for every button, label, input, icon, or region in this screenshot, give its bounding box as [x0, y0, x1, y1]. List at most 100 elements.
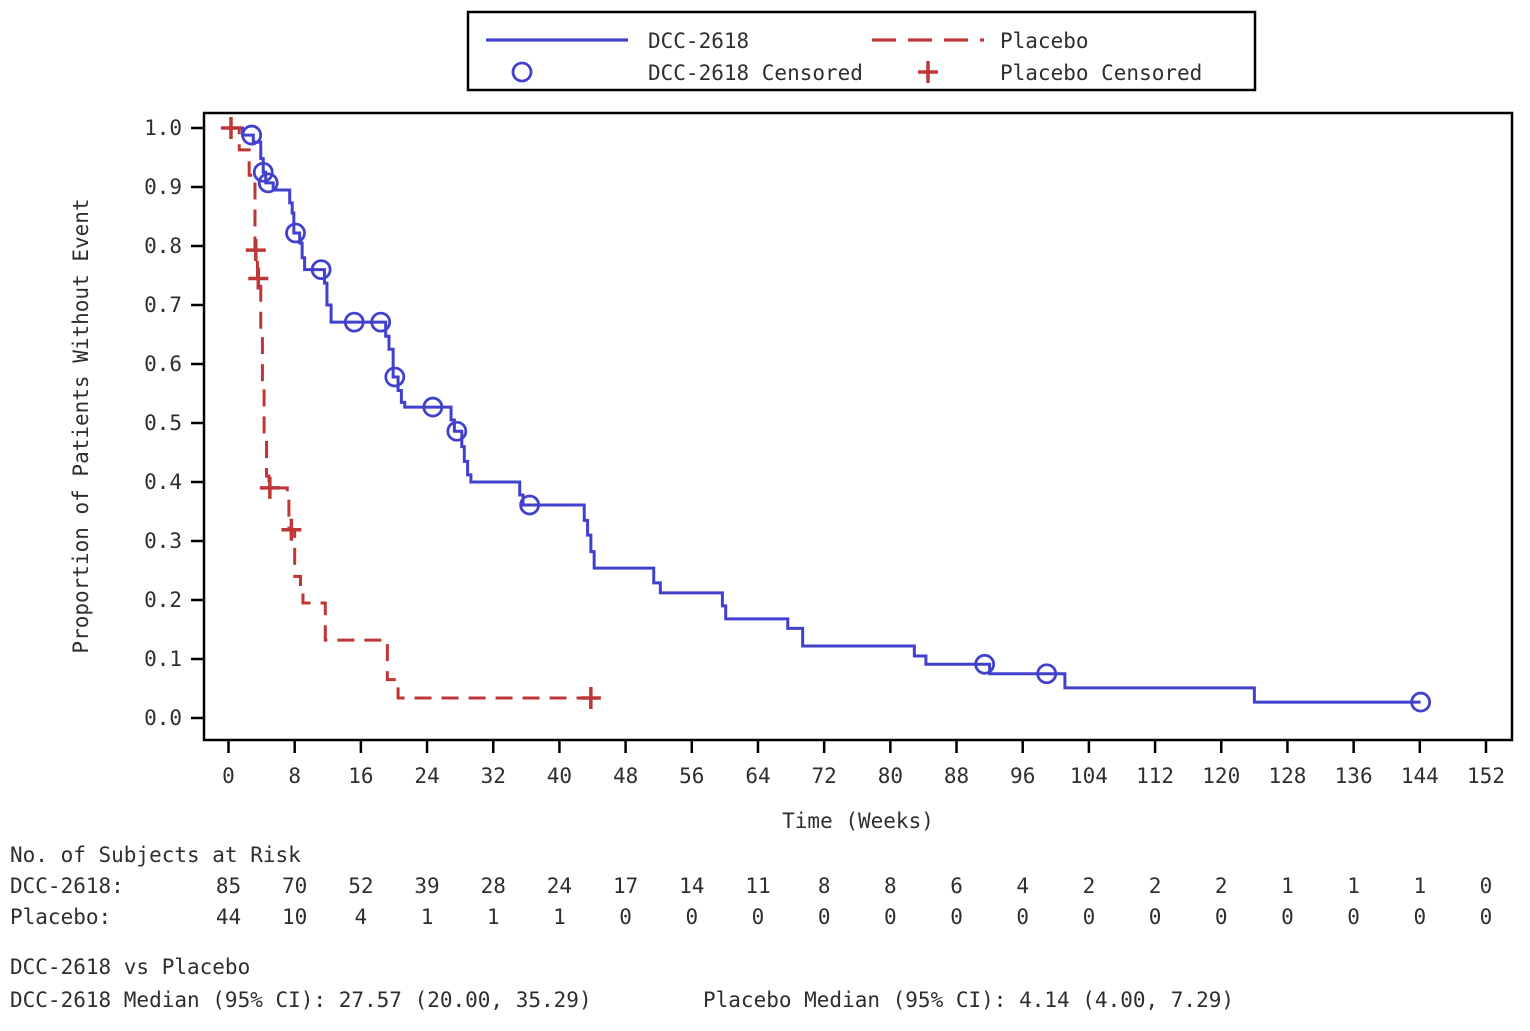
- risk-value: 0: [1413, 905, 1426, 929]
- x-tick-label: 80: [878, 764, 903, 788]
- censor-circle-dcc-2618: [343, 311, 365, 333]
- risk-value: 0: [1480, 905, 1493, 929]
- censor-circle-dcc-2618: [1036, 663, 1058, 685]
- risk-value: 2: [1083, 874, 1096, 898]
- risk-value: 28: [481, 874, 506, 898]
- risk-value: 0: [685, 905, 698, 929]
- censor-circle-dcc-2618: [446, 420, 468, 442]
- censor-circle-dcc-2618: [519, 494, 541, 516]
- risk-value: 8: [818, 874, 831, 898]
- plot-frame: [202, 111, 1514, 742]
- risk-row-label-dcc2618: DCC-2618:: [10, 874, 124, 898]
- censor-plus-placebo: [259, 476, 280, 499]
- legend-label-dcc2618-censored: DCC-2618 Censored: [648, 61, 863, 85]
- censor-circle-dcc-2618: [384, 366, 406, 388]
- x-tick-label: 16: [348, 764, 373, 788]
- x-axis-ticks: 0 8 16 24 32 40 48 56 64 72 80 88 96 104 112 120 128 136 1…: [222, 740, 1505, 788]
- risk-value: 44: [216, 905, 241, 929]
- y-tick-label: 0.0: [144, 706, 182, 730]
- risk-table-values: 85 70 52 39 28 24 17 14 11 8 8 6 4 2 2 2 1 1 1 044 10 4 1 1 1 0 0 0…: [216, 874, 1492, 929]
- risk-value: 6: [950, 874, 963, 898]
- y-tick-label: 0.7: [144, 293, 182, 317]
- x-tick-label: 40: [547, 764, 572, 788]
- risk-value: 0: [950, 905, 963, 929]
- survival-curves: [228, 126, 1421, 704]
- median-stat-placebo: Placebo Median (95% CI): 4.14 (4.00, 7.2…: [703, 988, 1234, 1012]
- risk-value: 10: [282, 905, 307, 929]
- censor-circle-dcc-2618: [257, 172, 279, 194]
- x-tick-label: 136: [1335, 764, 1373, 788]
- risk-value: 24: [547, 874, 572, 898]
- y-tick-label: 1.0: [144, 116, 182, 140]
- risk-value: 52: [348, 874, 373, 898]
- x-axis-title: Time (Weeks): [782, 809, 934, 833]
- risk-value: 0: [1347, 905, 1360, 929]
- risk-value: 1: [1413, 874, 1426, 898]
- censor-circle-dcc-2618: [252, 161, 274, 183]
- legend-label-placebo: Placebo: [1000, 29, 1089, 53]
- censor-marks: [220, 117, 1432, 713]
- x-tick-label: 96: [1010, 764, 1035, 788]
- risk-value: 0: [752, 905, 765, 929]
- y-tick-label: 0.3: [144, 529, 182, 553]
- risk-table-title: No. of Subjects at Risk: [10, 843, 301, 867]
- risk-value: 11: [745, 874, 770, 898]
- risk-value: 0: [1480, 874, 1493, 898]
- risk-value: 8: [884, 874, 897, 898]
- censor-plus-placebo: [580, 686, 601, 709]
- legend-censored-circle-icon: [511, 61, 533, 83]
- x-tick-label: 0: [222, 764, 235, 788]
- comparison-title: DCC-2618 vs Placebo: [10, 955, 250, 979]
- x-tick-label: 104: [1070, 764, 1108, 788]
- x-tick-label: 112: [1136, 764, 1174, 788]
- risk-value: 0: [884, 905, 897, 929]
- censor-circle-dcc-2618: [974, 653, 996, 675]
- risk-value: 1: [421, 905, 434, 929]
- y-tick-label: 0.5: [144, 411, 182, 435]
- risk-value: 2: [1215, 874, 1228, 898]
- censor-circle-dcc-2618: [310, 259, 332, 281]
- x-tick-label: 120: [1202, 764, 1240, 788]
- x-tick-label: 152: [1467, 764, 1505, 788]
- risk-value: 17: [613, 874, 638, 898]
- legend-label-placebo-censored: Placebo Censored: [1000, 61, 1202, 85]
- censor-circle-dcc-2618: [422, 396, 444, 418]
- risk-value: 0: [1083, 905, 1096, 929]
- y-tick-label: 0.1: [144, 647, 182, 671]
- censor-plus-placebo: [281, 518, 302, 541]
- y-axis-ticks: 0.0 0.1 0.2 0.3 0.4 0.5 0.6 0.7 0.8 0.9 1.0: [144, 116, 204, 730]
- risk-value: 4: [355, 905, 368, 929]
- risk-value: 0: [619, 905, 632, 929]
- risk-value: 0: [1215, 905, 1228, 929]
- y-axis-title: Proportion of Patients Without Event: [69, 198, 93, 653]
- legend-label-dcc2618: DCC-2618: [648, 29, 749, 53]
- x-tick-label: 128: [1268, 764, 1306, 788]
- censor-plus-placebo: [248, 267, 269, 290]
- x-tick-label: 144: [1401, 764, 1439, 788]
- y-tick-label: 0.6: [144, 352, 182, 376]
- legend-censored-plus-icon: [918, 61, 938, 83]
- x-tick-label: 48: [613, 764, 638, 788]
- km-curve-placebo: [228, 126, 591, 700]
- censor-circle-dcc-2618: [285, 222, 306, 244]
- risk-value: 70: [282, 874, 307, 898]
- legend-box: [466, 10, 1257, 92]
- x-tick-label: 56: [679, 764, 704, 788]
- censor-circle-dcc-2618: [370, 311, 392, 333]
- x-tick-label: 8: [288, 764, 301, 788]
- risk-value: 14: [679, 874, 704, 898]
- risk-value: 0: [1149, 905, 1162, 929]
- risk-row-label-placebo: Placebo:: [10, 905, 111, 929]
- y-tick-label: 0.9: [144, 175, 182, 199]
- risk-value: 39: [414, 874, 439, 898]
- censor-plus-placebo: [245, 239, 266, 262]
- risk-value: 0: [1281, 905, 1294, 929]
- km-curve-dcc-2618: [228, 126, 1421, 704]
- risk-value: 4: [1016, 874, 1029, 898]
- risk-value: 85: [216, 874, 241, 898]
- risk-value: 0: [818, 905, 831, 929]
- censor-circle-dcc-2618: [1410, 691, 1432, 713]
- censor-plus-placebo: [220, 117, 241, 139]
- risk-value: 1: [487, 905, 500, 929]
